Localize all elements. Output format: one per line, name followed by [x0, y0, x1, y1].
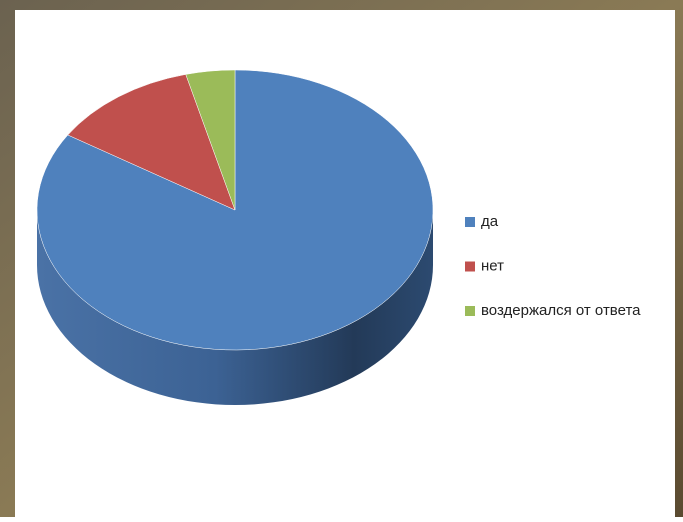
- legend-swatch: [465, 217, 475, 227]
- pie-slice-side: [37, 210, 433, 405]
- pie-slice: [67, 74, 236, 211]
- legend-swatch: [465, 261, 475, 272]
- legend-label: да: [481, 213, 499, 230]
- legend-swatch: [465, 306, 475, 316]
- legend-label: воздержался от ответа: [481, 302, 641, 319]
- legend-label: нет: [481, 257, 504, 274]
- pie-slice: [185, 69, 236, 211]
